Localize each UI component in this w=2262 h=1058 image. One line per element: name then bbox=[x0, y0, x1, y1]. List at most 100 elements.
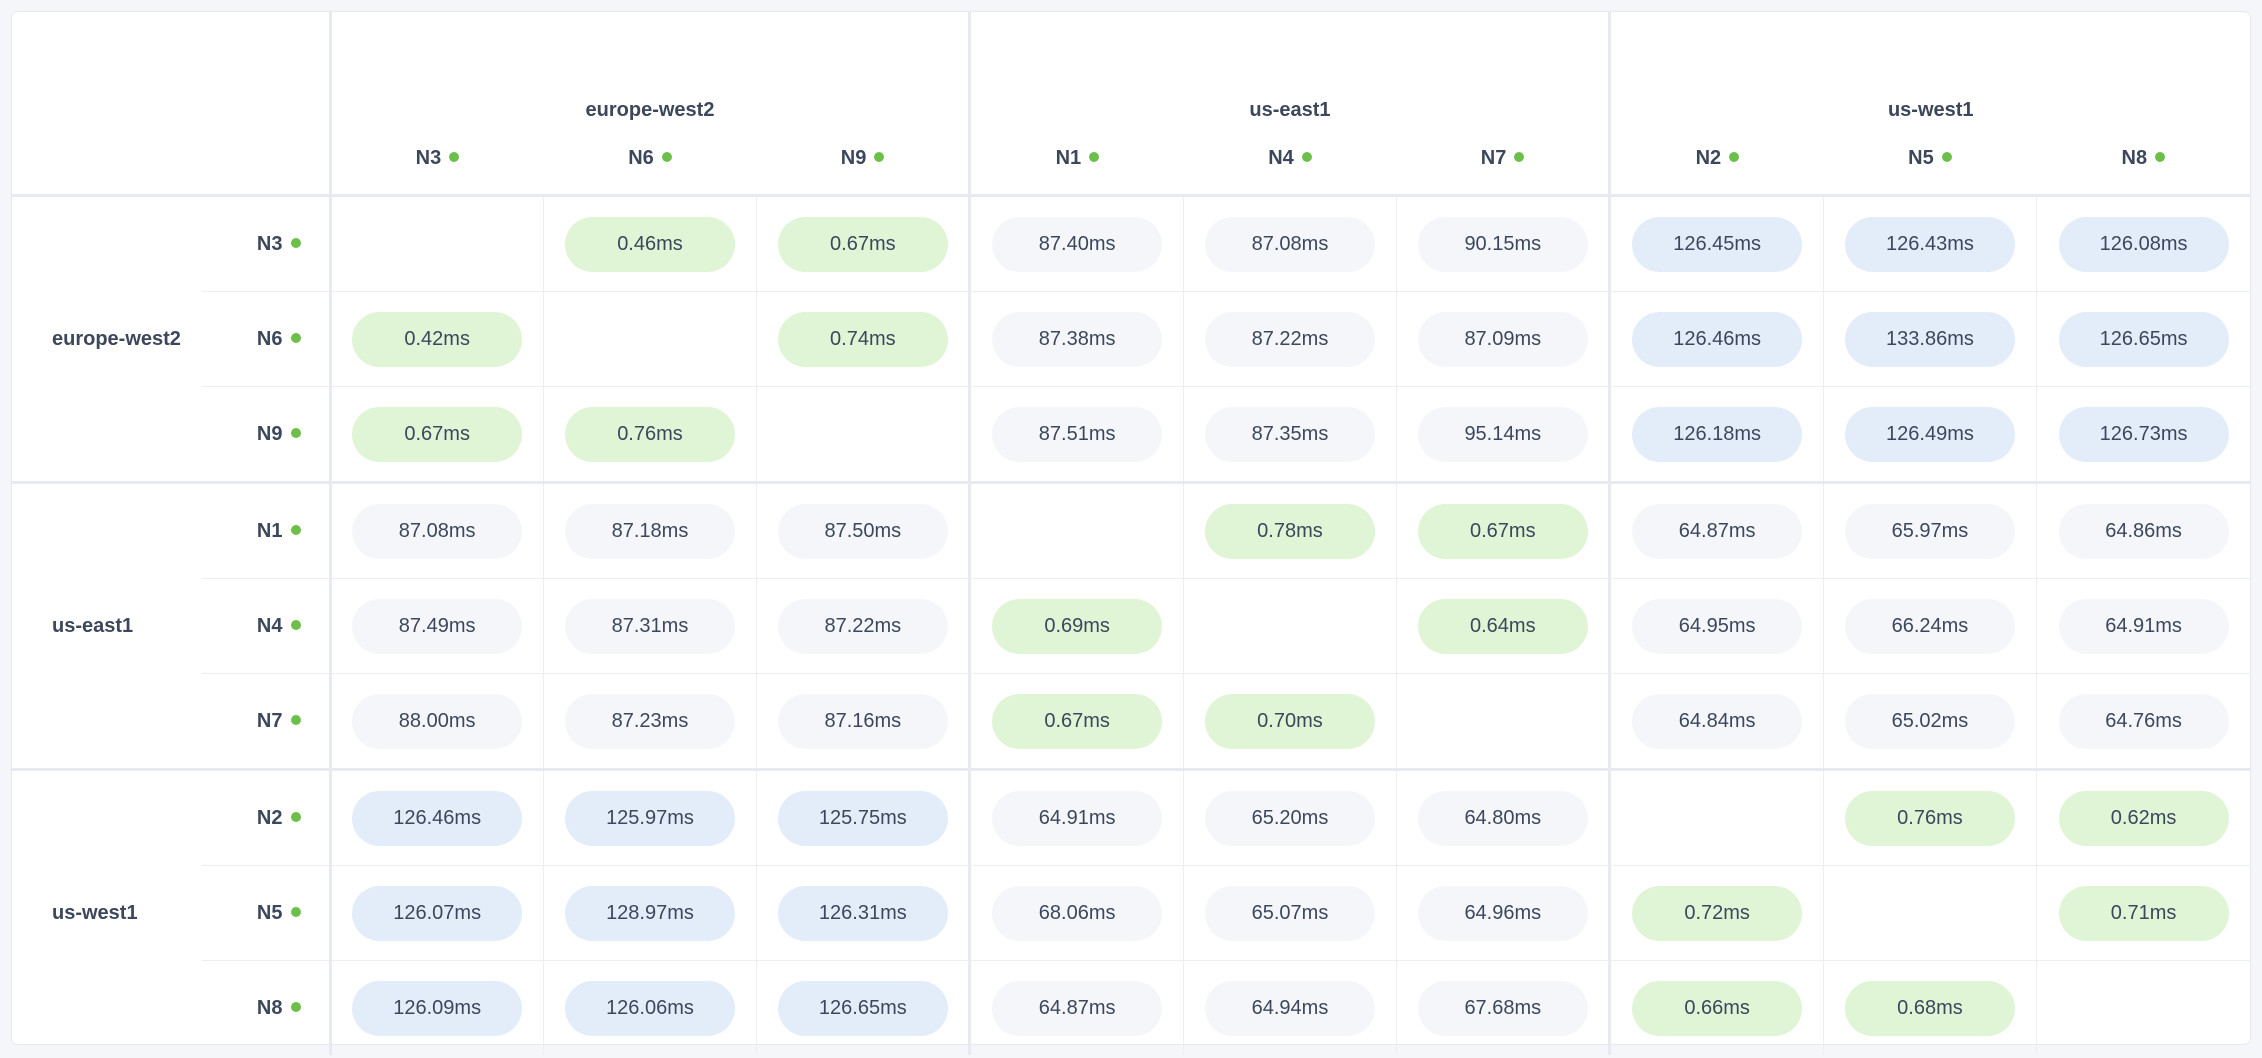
status-dot-icon bbox=[290, 906, 301, 917]
latency-cell: 0.64ms bbox=[1396, 578, 1610, 674]
latency-cell: 0.62ms bbox=[2036, 768, 2250, 866]
latency-cell: 0.76ms bbox=[1822, 768, 2037, 866]
latency-pill: 126.73ms bbox=[2058, 406, 2229, 462]
latency-pill: 126.08ms bbox=[2058, 216, 2229, 272]
node-label: N5 bbox=[1908, 146, 1934, 169]
row-node-header: N6 bbox=[202, 291, 330, 387]
latency-pill: 87.16ms bbox=[777, 693, 948, 749]
latency-pill: 126.49ms bbox=[1844, 406, 2015, 462]
node-label: N3 bbox=[256, 232, 283, 255]
node-label: N6 bbox=[256, 327, 283, 350]
latency-pill: 65.20ms bbox=[1204, 790, 1375, 846]
latency-cell bbox=[1608, 768, 1824, 866]
latency-cell: 0.46ms bbox=[542, 194, 757, 292]
latency-cell: 64.76ms bbox=[2036, 673, 2250, 770]
row-node-header: N8 bbox=[202, 960, 330, 1055]
column-node-header: N6 bbox=[543, 122, 756, 196]
latency-pill: 126.45ms bbox=[1632, 216, 1803, 272]
column-node-header: N2 bbox=[1608, 122, 1824, 196]
latency-pill: 126.65ms bbox=[2058, 311, 2229, 367]
latency-pill: 87.09ms bbox=[1417, 311, 1588, 367]
status-dot-icon bbox=[1301, 151, 1312, 162]
node-label: N4 bbox=[256, 614, 283, 637]
latency-cell: 87.18ms bbox=[542, 481, 757, 579]
latency-cell: 126.07ms bbox=[328, 865, 544, 961]
latency-pill: 87.51ms bbox=[992, 406, 1163, 462]
latency-cell: 0.71ms bbox=[2036, 865, 2250, 961]
latency-pill: 90.15ms bbox=[1417, 216, 1588, 272]
node-label: N6 bbox=[628, 146, 654, 169]
latency-cell: 87.38ms bbox=[968, 291, 1184, 387]
latency-pill: 87.38ms bbox=[992, 311, 1163, 367]
latency-cell: 64.86ms bbox=[2036, 481, 2250, 579]
status-dot-icon bbox=[874, 151, 885, 162]
latency-cell: 126.73ms bbox=[2036, 386, 2250, 483]
latency-cell: 88.00ms bbox=[328, 673, 544, 770]
latency-cell: 64.95ms bbox=[1608, 578, 1824, 674]
latency-cell: 126.43ms bbox=[1822, 194, 2037, 292]
status-dot-icon bbox=[1729, 151, 1740, 162]
latency-cell: 0.69ms bbox=[968, 578, 1184, 674]
latency-pill: 0.64ms bbox=[1417, 598, 1588, 654]
latency-cell: 65.20ms bbox=[1182, 768, 1397, 866]
latency-cell: 64.87ms bbox=[968, 960, 1184, 1055]
latency-pill: 126.18ms bbox=[1632, 406, 1803, 462]
latency-cell: 0.76ms bbox=[542, 386, 757, 483]
latency-pill: 0.70ms bbox=[1204, 693, 1375, 749]
table-row: us-east1 N1 87.08ms 87.18ms 87.50ms 0.78ms 0.6… bbox=[12, 481, 2250, 770]
latency-pill: 0.67ms bbox=[352, 406, 523, 462]
status-dot-icon bbox=[290, 237, 301, 248]
latency-pill: 126.09ms bbox=[352, 980, 523, 1036]
latency-cell bbox=[2036, 960, 2250, 1055]
latency-pill: 64.76ms bbox=[2058, 693, 2229, 749]
row-group-label: us-east1 bbox=[12, 481, 202, 770]
table-row: N6 0.42ms 0.74ms 87.38ms 87.22ms 87.09ms 126.4… bbox=[12, 291, 2250, 387]
status-dot-icon bbox=[290, 811, 301, 822]
latency-pill: 0.71ms bbox=[2058, 885, 2229, 941]
latency-cell: 87.40ms bbox=[968, 194, 1184, 292]
latency-pill: 0.78ms bbox=[1204, 503, 1375, 559]
latency-cell: 64.96ms bbox=[1396, 865, 1610, 961]
status-dot-icon bbox=[661, 151, 672, 162]
latency-cell: 87.16ms bbox=[756, 673, 970, 770]
latency-pill: 0.67ms bbox=[777, 216, 948, 272]
status-dot-icon bbox=[1941, 151, 1952, 162]
node-label: N9 bbox=[256, 422, 283, 445]
latency-pill: 65.07ms bbox=[1204, 885, 1375, 941]
latency-pill: 0.67ms bbox=[992, 693, 1163, 749]
column-node-header: N5 bbox=[1823, 122, 2036, 196]
latency-cell: 67.68ms bbox=[1396, 960, 1610, 1055]
row-node-header: N3 bbox=[202, 194, 330, 292]
column-group-header: us-east1 bbox=[968, 12, 1610, 122]
latency-pill: 66.24ms bbox=[1844, 598, 2015, 654]
row-node-header: N2 bbox=[202, 768, 330, 866]
latency-cell: 0.67ms bbox=[1396, 481, 1610, 579]
latency-cell: 65.97ms bbox=[1822, 481, 2037, 579]
latency-cell: 87.22ms bbox=[1182, 291, 1397, 387]
latency-pill: 64.91ms bbox=[2058, 598, 2229, 654]
node-label: N2 bbox=[1695, 146, 1722, 169]
latency-pill: 67.68ms bbox=[1417, 980, 1588, 1036]
latency-pill: 87.23ms bbox=[564, 693, 735, 749]
latency-pill: 95.14ms bbox=[1417, 406, 1588, 462]
latency-pill: 87.08ms bbox=[352, 503, 523, 559]
node-label: N5 bbox=[256, 901, 283, 924]
latency-cell: 87.09ms bbox=[1396, 291, 1610, 387]
latency-pill: 64.87ms bbox=[1632, 503, 1803, 559]
table-row: N7 88.00ms 87.23ms 87.16ms 0.67ms 0.70ms 64.84… bbox=[12, 673, 2250, 770]
node-label: N7 bbox=[1480, 146, 1507, 169]
latency-cell: 87.50ms bbox=[756, 481, 970, 579]
table-row: N8 126.09ms 126.06ms 126.65ms 64.87ms 64.94ms… bbox=[12, 960, 2250, 1055]
status-dot-icon bbox=[2155, 151, 2166, 162]
latency-cell: 64.91ms bbox=[2036, 578, 2250, 674]
latency-cell: 65.07ms bbox=[1182, 865, 1397, 961]
latency-pill: 87.22ms bbox=[777, 598, 948, 654]
status-dot-icon bbox=[290, 619, 301, 630]
latency-pill: 64.87ms bbox=[992, 980, 1163, 1036]
latency-cell: 66.24ms bbox=[1822, 578, 2037, 674]
latency-pill: 87.18ms bbox=[564, 503, 735, 559]
latency-cell: 0.66ms bbox=[1608, 960, 1824, 1055]
latency-pill: 0.74ms bbox=[777, 311, 948, 367]
latency-pill: 65.02ms bbox=[1844, 693, 2015, 749]
latency-cell: 68.06ms bbox=[968, 865, 1184, 961]
